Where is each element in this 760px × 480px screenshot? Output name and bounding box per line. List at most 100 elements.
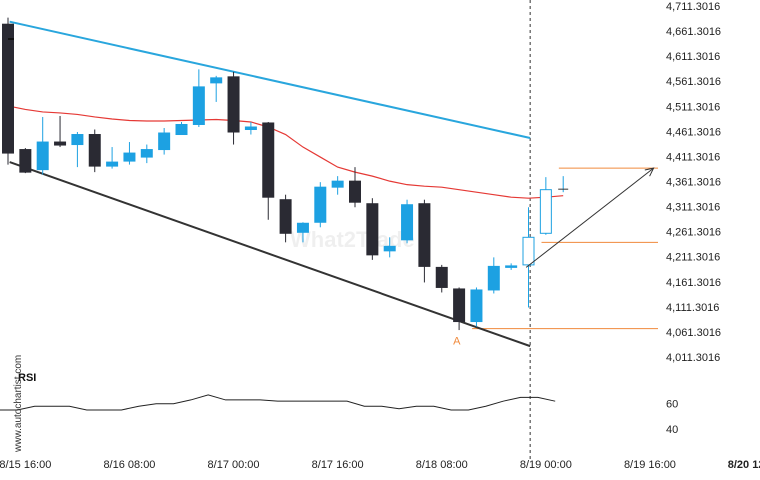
candle xyxy=(106,147,119,169)
x-axis-tick-label: 8/19 16:00 xyxy=(624,459,676,471)
candle xyxy=(470,287,483,327)
candle-body xyxy=(418,203,431,267)
candle-body xyxy=(296,222,309,233)
candle-body xyxy=(175,123,188,136)
candle xyxy=(227,71,240,145)
candle xyxy=(314,182,327,228)
candle xyxy=(418,199,431,283)
candle xyxy=(366,198,379,260)
x-axis-tick-label: 8/17 16:00 xyxy=(312,459,364,471)
candle-body xyxy=(244,126,257,131)
candle-body xyxy=(435,266,448,288)
candle xyxy=(244,121,257,135)
candle-body xyxy=(539,189,552,234)
candle xyxy=(296,222,309,243)
y-axis-tick-label: 4,611.3016 xyxy=(666,51,720,63)
candle xyxy=(505,263,518,270)
y-axis-tick-label: 4,261.3016 xyxy=(666,227,721,239)
projection-arrow-line xyxy=(525,167,654,268)
candle xyxy=(123,142,136,165)
candle-body xyxy=(140,149,153,158)
candle-body xyxy=(227,76,240,133)
candle xyxy=(71,132,84,168)
candle-body xyxy=(71,134,84,146)
y-axis-tick-label: 4,561.3016 xyxy=(666,76,721,88)
candle-body xyxy=(36,141,49,171)
channel-upper-line xyxy=(9,20,531,140)
x-axis-tick-label: 8/18 08:00 xyxy=(416,459,468,471)
candle-body xyxy=(366,203,379,256)
x-axis-tick-label: 8/17 00:00 xyxy=(208,459,260,471)
y-axis-tick-label: 4,511.3016 xyxy=(666,101,720,113)
candle-body xyxy=(383,245,396,252)
projection-arrow-head xyxy=(644,167,655,177)
price-marker xyxy=(8,38,14,40)
candle-body xyxy=(401,204,414,241)
candle-body xyxy=(88,134,101,167)
candle-body xyxy=(314,186,327,223)
channel-lower-line xyxy=(9,161,531,348)
y-axis-tick-label: 4,111.3016 xyxy=(666,302,719,314)
candle-body xyxy=(19,149,32,173)
rsi-line xyxy=(0,394,556,411)
candle xyxy=(539,177,552,235)
rsi-title: RSI xyxy=(18,372,36,384)
x-axis-tick-label: 8/19 00:00 xyxy=(520,459,572,471)
candle xyxy=(175,121,188,136)
candle xyxy=(401,199,414,244)
y-axis-tick-label: 4,161.3016 xyxy=(666,277,721,289)
candle xyxy=(349,167,361,208)
candle xyxy=(522,207,535,308)
candle xyxy=(140,144,153,164)
candle-body xyxy=(2,23,14,154)
y-axis-tick-label: 4,311.3016 xyxy=(666,202,720,214)
candle-body xyxy=(522,236,535,266)
y-axis-tick-label: 4,661.3016 xyxy=(666,26,721,38)
candle-body xyxy=(158,132,171,151)
candle xyxy=(453,287,466,331)
candle-body xyxy=(279,199,292,234)
rsi-tick-label: 40 xyxy=(666,424,678,436)
candle xyxy=(210,75,223,102)
y-axis-tick-label: 4,061.3016 xyxy=(666,327,721,339)
x-axis-tick-label: 8/20 12:00 xyxy=(728,459,760,471)
y-axis-tick-label: 4,461.3016 xyxy=(666,126,721,138)
candle xyxy=(435,264,448,293)
y-axis-tick-label: 4,361.3016 xyxy=(666,177,721,189)
pattern-point-label: A xyxy=(453,336,461,348)
candle xyxy=(331,176,344,195)
candle xyxy=(19,148,32,174)
y-axis-tick-label: 4,711.3016 xyxy=(666,1,720,13)
candle xyxy=(558,176,569,193)
candle-body xyxy=(470,289,483,323)
candle xyxy=(383,237,396,258)
candle xyxy=(36,116,49,175)
candle-body xyxy=(54,141,67,146)
x-axis-tick-label: 8/15 16:00 xyxy=(0,459,51,471)
candle xyxy=(279,194,292,243)
candle-body xyxy=(331,180,344,188)
candle-body xyxy=(505,265,518,268)
candle-body xyxy=(192,86,205,125)
candle-body xyxy=(349,180,361,203)
candle xyxy=(2,17,14,165)
y-axis-tick-label: 4,411.3016 xyxy=(666,151,720,163)
candle-body xyxy=(210,77,223,84)
candle-body xyxy=(487,265,500,291)
candle xyxy=(487,257,500,294)
candle xyxy=(54,115,67,148)
candle xyxy=(88,129,101,173)
y-axis-tick-label: 4,011.3016 xyxy=(666,352,720,364)
candle-body xyxy=(123,152,136,162)
side-credit-text: www.autochartist.com xyxy=(13,355,24,453)
moving-average-line xyxy=(7,105,564,199)
x-axis-tick-label: 8/16 08:00 xyxy=(103,459,155,471)
candle xyxy=(192,69,205,127)
candle-body xyxy=(262,122,275,198)
rsi-tick-label: 60 xyxy=(666,399,678,411)
candle xyxy=(262,121,275,220)
candle xyxy=(158,127,171,155)
y-axis-tick-label: 4,211.3016 xyxy=(666,252,720,264)
